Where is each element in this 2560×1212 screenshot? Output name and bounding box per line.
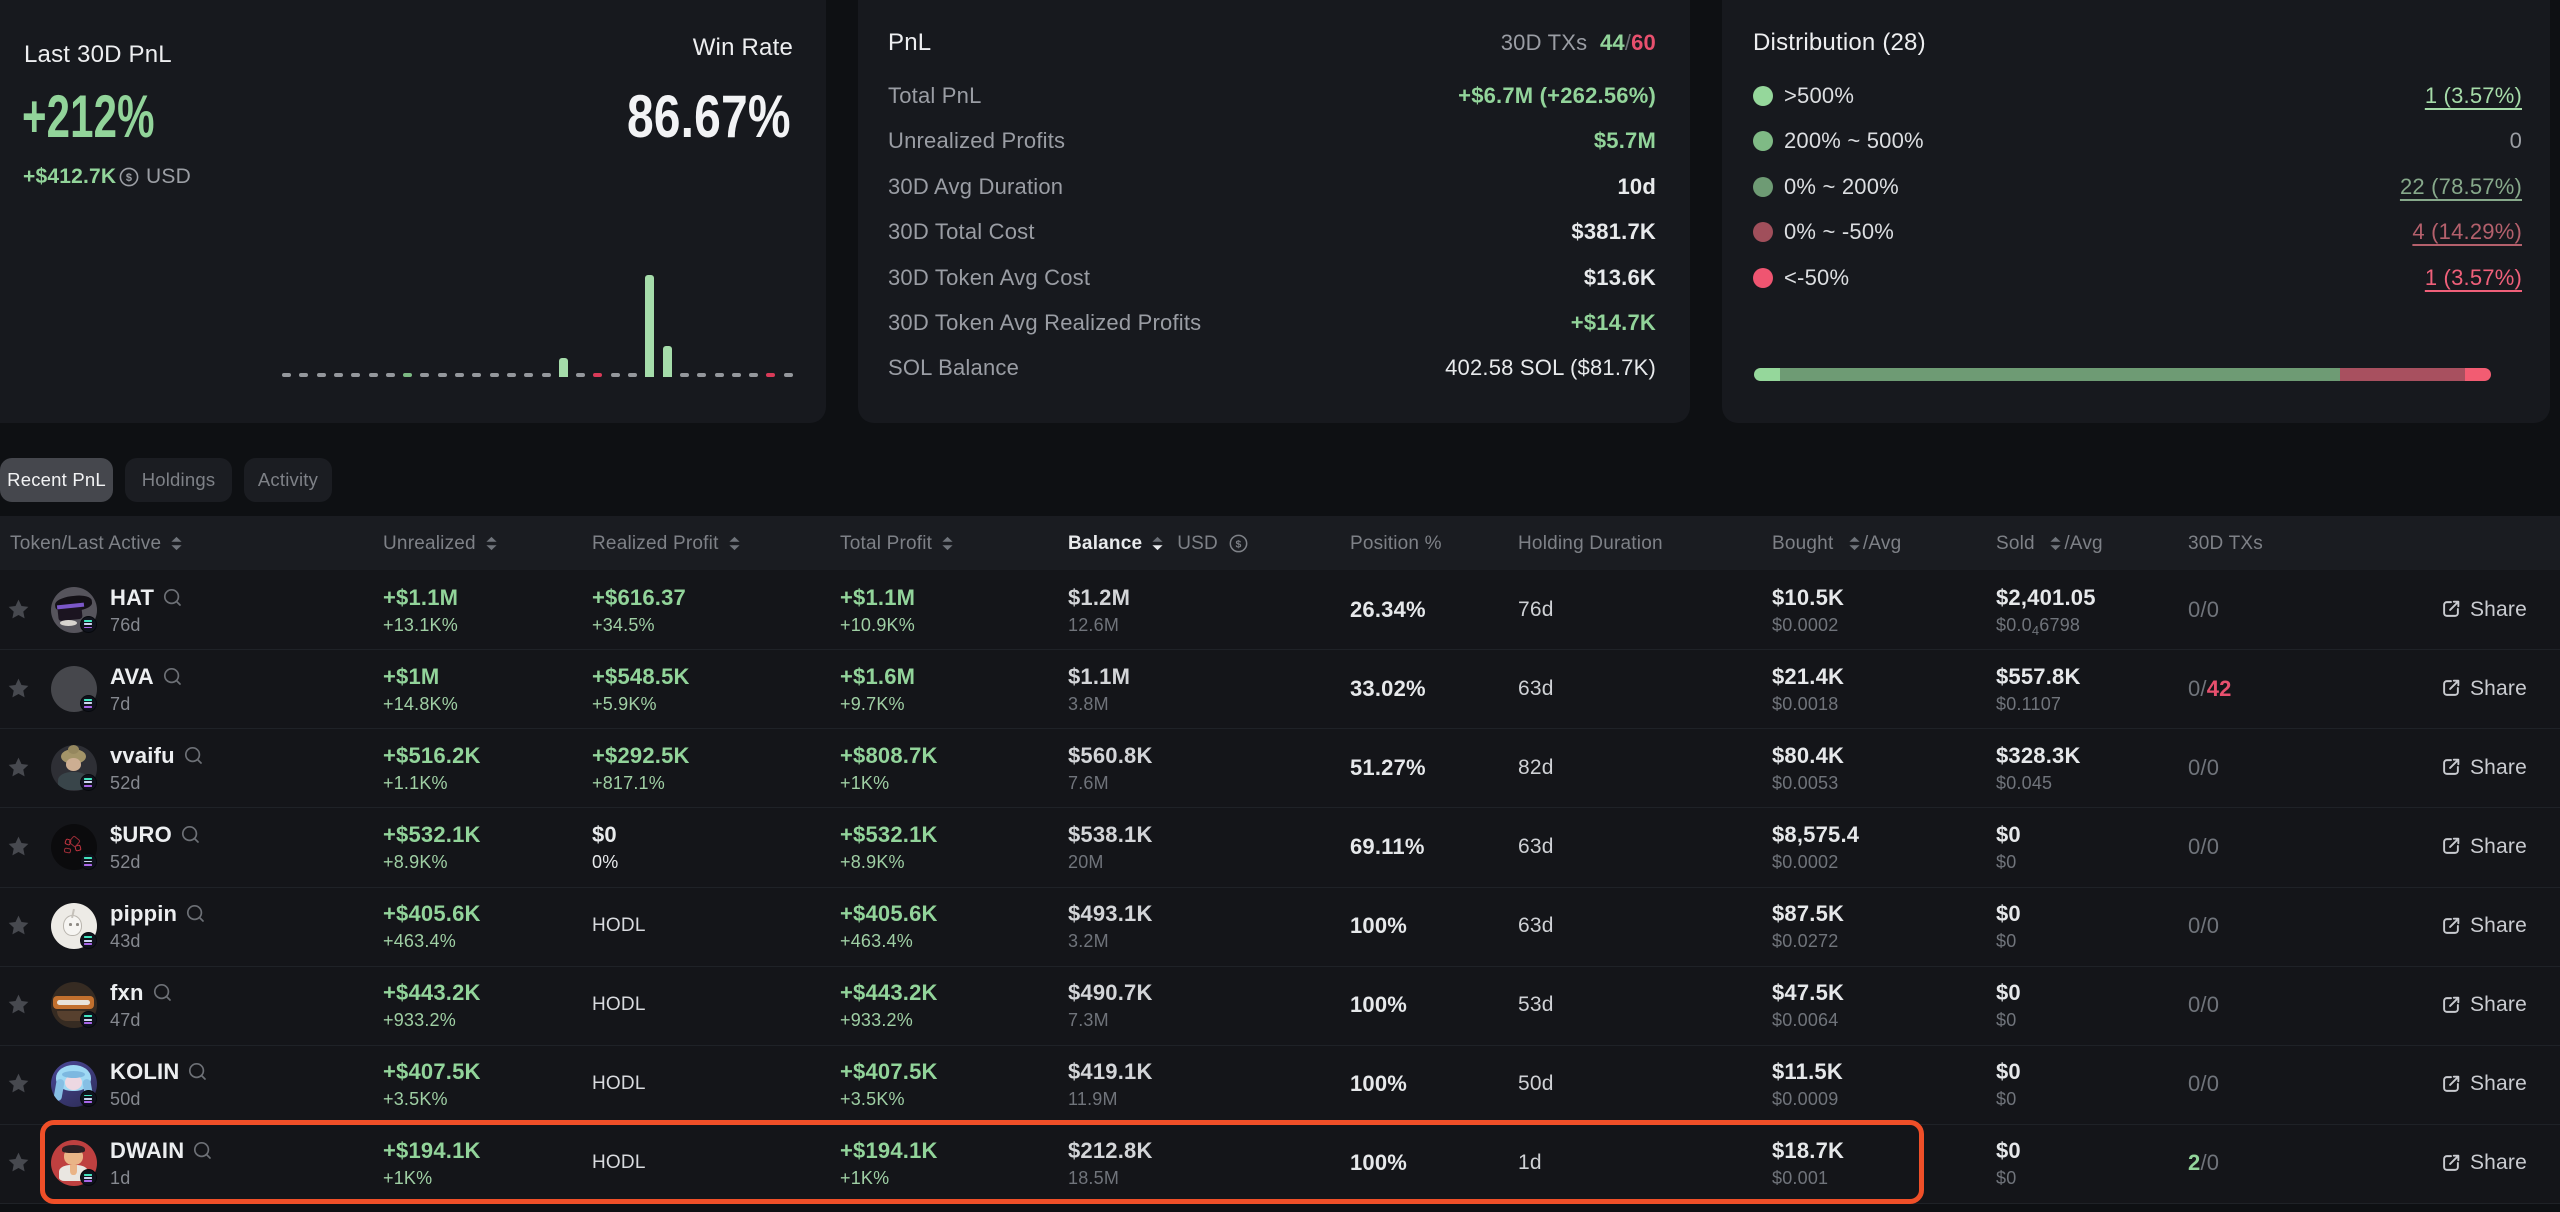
svg-text:$: $	[1235, 539, 1241, 550]
svg-text:$: $	[126, 172, 132, 184]
